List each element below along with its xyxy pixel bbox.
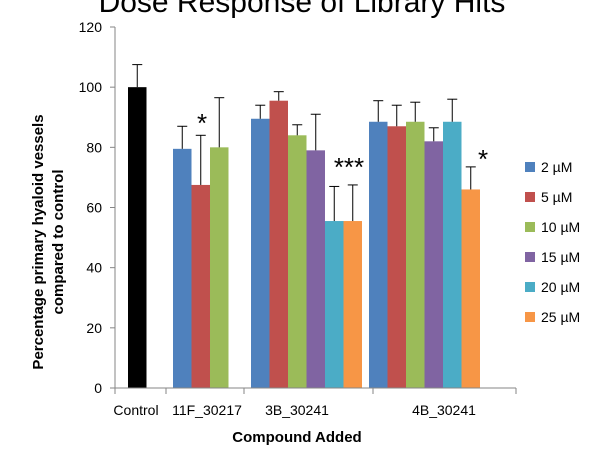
bar-3b-30241-25-um (343, 221, 362, 388)
legend-label-10-um: 10 µM (541, 219, 580, 235)
y-tick-label: 40 (86, 260, 102, 276)
x-tick-label-11f-30217: 11F_30217 (172, 402, 242, 418)
bar-4b-30241-15-um (424, 141, 443, 388)
legend-swatch-10-um (525, 222, 535, 232)
bar-4b-30241-20-um (443, 121, 462, 388)
bar-11f-30217-2-um (173, 148, 192, 388)
y-axis-ticks: 0 20 40 60 80 100 120 (79, 19, 115, 396)
legend-swatch-2-um (525, 162, 535, 172)
bar-11f-30217-5-um (191, 184, 210, 388)
bars (128, 87, 480, 389)
y-axis-title-line-1: Percentage primary hyaloid vessels (30, 114, 47, 369)
significance-marker-4b-30241: * (478, 144, 488, 174)
y-tick-label: 20 (86, 320, 102, 336)
significance-marker-3b-30241: *** (334, 152, 364, 182)
error-bars (132, 64, 476, 222)
bar-3b-30241-5-um (269, 100, 288, 389)
y-axis-title-line-2: compared to control (50, 169, 67, 314)
legend-label-20-um: 20 µM (541, 279, 580, 295)
axes (114, 27, 517, 394)
chart-title: Dose Response of Library Hits (99, 0, 506, 19)
legend-swatch-20-um (525, 282, 535, 292)
y-tick-label: 120 (79, 19, 103, 35)
legend-swatch-5-um (525, 192, 535, 202)
x-axis-title: Compound Added (232, 429, 361, 446)
y-tick-label: 60 (86, 200, 102, 216)
legend-label-15-um: 15 µM (541, 249, 580, 265)
legend-swatch-25-um (525, 312, 535, 322)
x-axis-tick-labels: Control 11F_30217 3B_30241 4B_30241 (113, 402, 476, 418)
significance-marker-11f-30217: * (197, 108, 207, 138)
significance-annotations: **** * (197, 108, 488, 182)
bar-3b-30241-10-um (288, 135, 307, 388)
y-tick-label: 100 (79, 79, 103, 95)
y-axis-title: Percentage primary hyaloid vessels compa… (30, 114, 67, 369)
bar-11f-30217-10-um (210, 147, 229, 388)
y-tick-label: 80 (86, 139, 102, 155)
legend-swatch-15-um (525, 252, 535, 262)
legend-label-5-um: 5 µM (541, 189, 572, 205)
bar-control-control (128, 87, 147, 389)
bar-4b-30241-25-um (461, 189, 480, 388)
x-tick-label-4b-30241: 4B_30241 (412, 402, 476, 418)
bar-3b-30241-20-um (325, 221, 344, 388)
bar-4b-30241-10-um (406, 121, 425, 388)
bar-4b-30241-2-um (369, 121, 388, 388)
x-tick-label-control: Control (113, 402, 158, 418)
legend-label-25-um: 25 µM (541, 309, 580, 325)
bar-3b-30241-15-um (306, 150, 325, 388)
legend: 2 µM 5 µM 10 µM 15 µM 20 µM 25 µM (525, 159, 580, 325)
bar-3b-30241-2-um (251, 118, 270, 389)
x-tick-label-3b-30241: 3B_30241 (265, 402, 329, 418)
legend-label-2-um: 2 µM (541, 159, 572, 175)
y-tick-label: 0 (94, 380, 102, 396)
bar-4b-30241-5-um (387, 126, 406, 389)
